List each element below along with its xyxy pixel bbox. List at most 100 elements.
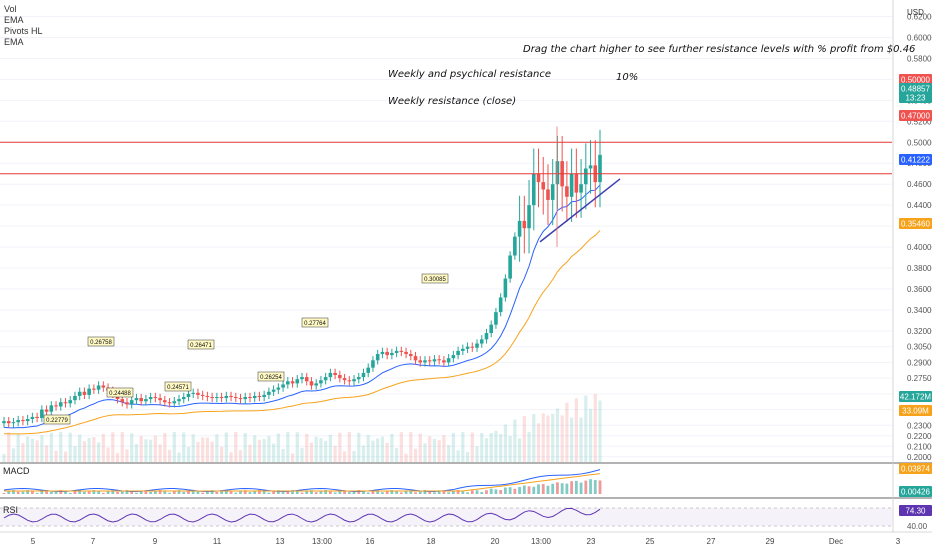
macd-bar <box>286 491 290 494</box>
candle-body <box>196 392 200 395</box>
axis-badge: 0.03874 <box>899 463 932 474</box>
macd-bar <box>508 487 512 494</box>
volume-bar <box>7 432 11 462</box>
candle-body <box>418 360 423 363</box>
macd-bar <box>433 492 436 494</box>
volume-bar <box>470 432 474 462</box>
legend-ema-fast[interactable]: EMA <box>4 15 24 25</box>
macd-bar <box>532 486 536 494</box>
macd-bar <box>220 491 223 494</box>
volume-bar <box>480 432 484 462</box>
volume-bar <box>276 433 280 462</box>
macd-bar <box>26 490 30 494</box>
volume-bar <box>115 453 120 462</box>
time-tick-label: 7 <box>91 537 96 546</box>
volume-bar <box>26 436 30 462</box>
candle-body <box>541 182 546 190</box>
axis-badge: 0.41222 <box>899 154 932 165</box>
axis-badge: 13:23 <box>899 92 932 103</box>
macd-bar <box>371 490 375 494</box>
macd-bar <box>106 490 110 494</box>
rsi-band <box>0 508 892 526</box>
pivot-value: 0.26254 <box>260 375 282 381</box>
candle-body <box>210 397 214 399</box>
candle-body <box>423 360 427 363</box>
axis-badge-value: 42.172M <box>900 393 931 402</box>
macd-bar <box>470 490 474 494</box>
volume-bar <box>513 419 517 462</box>
candle-body <box>219 397 224 399</box>
macd-bar <box>239 490 242 494</box>
volume-bar <box>522 416 526 462</box>
time-tick-label: 16 <box>366 537 375 546</box>
volume-bar <box>172 432 176 462</box>
candle-body <box>63 402 68 404</box>
volume-bar <box>125 449 129 462</box>
candle-body <box>186 393 191 398</box>
candle-body <box>446 358 451 363</box>
macd-bar <box>489 488 493 494</box>
axis-badge-value: 74.30 <box>905 507 926 516</box>
axis-badge-bg <box>899 505 932 516</box>
macd-bar <box>229 490 233 494</box>
candle-body <box>6 421 11 424</box>
macd-bar <box>579 482 583 494</box>
macd-bar <box>366 492 370 494</box>
volume-bar <box>366 434 370 462</box>
volume-bar <box>238 450 243 462</box>
time-tick-label: 29 <box>766 537 775 546</box>
axis-badge-bg <box>899 405 932 416</box>
macd-bar <box>362 491 365 494</box>
candle-body <box>479 339 484 344</box>
candle-body <box>73 395 77 401</box>
volume-bar <box>139 435 143 462</box>
macd-bar <box>130 490 134 494</box>
volume-bar <box>253 435 257 462</box>
volume-bar <box>409 432 413 462</box>
volume-bar <box>272 443 276 462</box>
legend-ema-slow[interactable]: EMA <box>4 37 24 47</box>
macd-bar <box>314 492 318 494</box>
volume-bar <box>44 445 49 462</box>
macd-bar <box>385 491 389 494</box>
ema-fast-line <box>3 184 601 429</box>
macd-line <box>3 469 601 492</box>
volume-bar <box>598 400 602 462</box>
candle-body <box>144 399 148 402</box>
macd-bar <box>158 490 162 494</box>
candle-body <box>87 388 91 395</box>
candle-body <box>451 355 456 359</box>
candle-body <box>262 394 266 398</box>
candle-body <box>148 397 153 400</box>
volume-bar <box>555 408 560 462</box>
legend-vol[interactable]: Vol <box>4 4 17 14</box>
candle-body <box>191 392 196 394</box>
macd-bar <box>153 491 157 494</box>
volume-bar <box>527 431 531 462</box>
axis-badge-bg <box>899 74 932 85</box>
pivot-box <box>187 339 215 350</box>
macd-bar <box>64 490 67 494</box>
legend-pivots[interactable]: Pivots HL <box>4 26 43 36</box>
volume-bar <box>134 443 139 462</box>
macd-bar <box>187 491 190 494</box>
volume-bar <box>2 454 6 462</box>
candle-body <box>134 398 139 401</box>
axis-badge: 33.09M <box>899 405 932 416</box>
axis-badge-value: 0.47000 <box>901 112 930 121</box>
candle-body <box>550 184 555 200</box>
candle-body <box>513 236 517 256</box>
axis-badge-value: 33.09M <box>902 407 929 416</box>
candle-body <box>456 350 460 356</box>
volume-bar <box>101 433 105 462</box>
candle-body <box>361 372 366 378</box>
volume-bar <box>432 438 437 462</box>
candle-body <box>96 385 101 390</box>
candle-body <box>461 348 465 351</box>
macd-bar <box>324 490 328 494</box>
